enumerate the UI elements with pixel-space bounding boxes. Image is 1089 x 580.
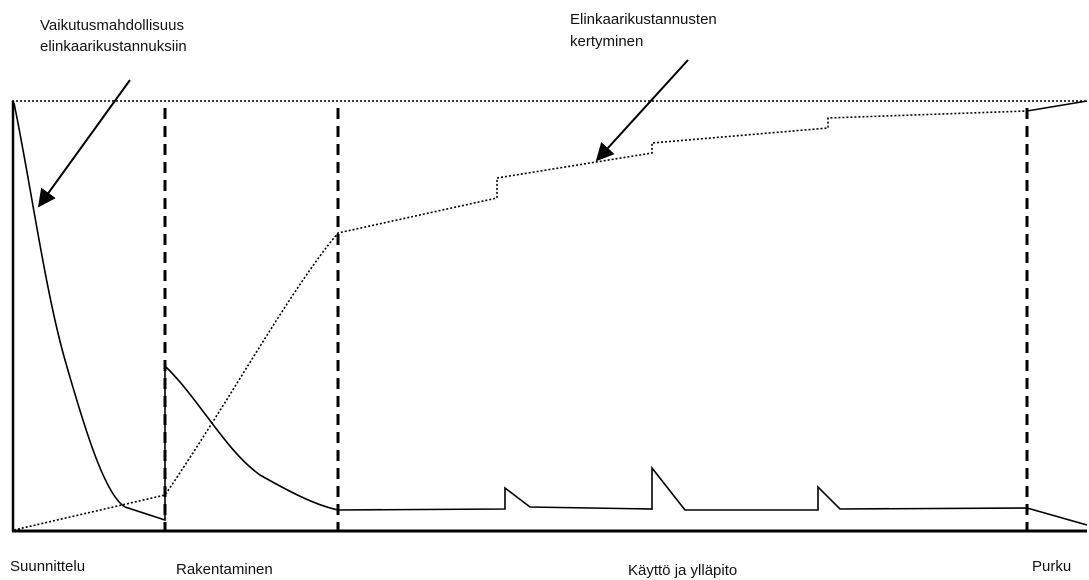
cost-curve bbox=[13, 110, 1028, 531]
phase-label: Suunnittelu bbox=[10, 558, 85, 575]
cost-curve-end bbox=[1026, 100, 1088, 112]
annotation: Elinkaarikustannusten bbox=[570, 11, 717, 28]
phase-label: Rakentaminen bbox=[176, 561, 273, 578]
phase-label: Purku bbox=[1032, 558, 1071, 575]
phase-label: Käyttö ja ylläpito bbox=[628, 562, 737, 579]
annotation: Vaikutusmahdollisuus bbox=[40, 17, 184, 34]
impact-curve bbox=[13, 102, 1088, 526]
arrow bbox=[595, 59, 689, 162]
annotation: elinkaarikustannuksiin bbox=[40, 38, 187, 55]
arrow bbox=[37, 79, 131, 208]
annotation: kertyminen bbox=[570, 33, 643, 50]
